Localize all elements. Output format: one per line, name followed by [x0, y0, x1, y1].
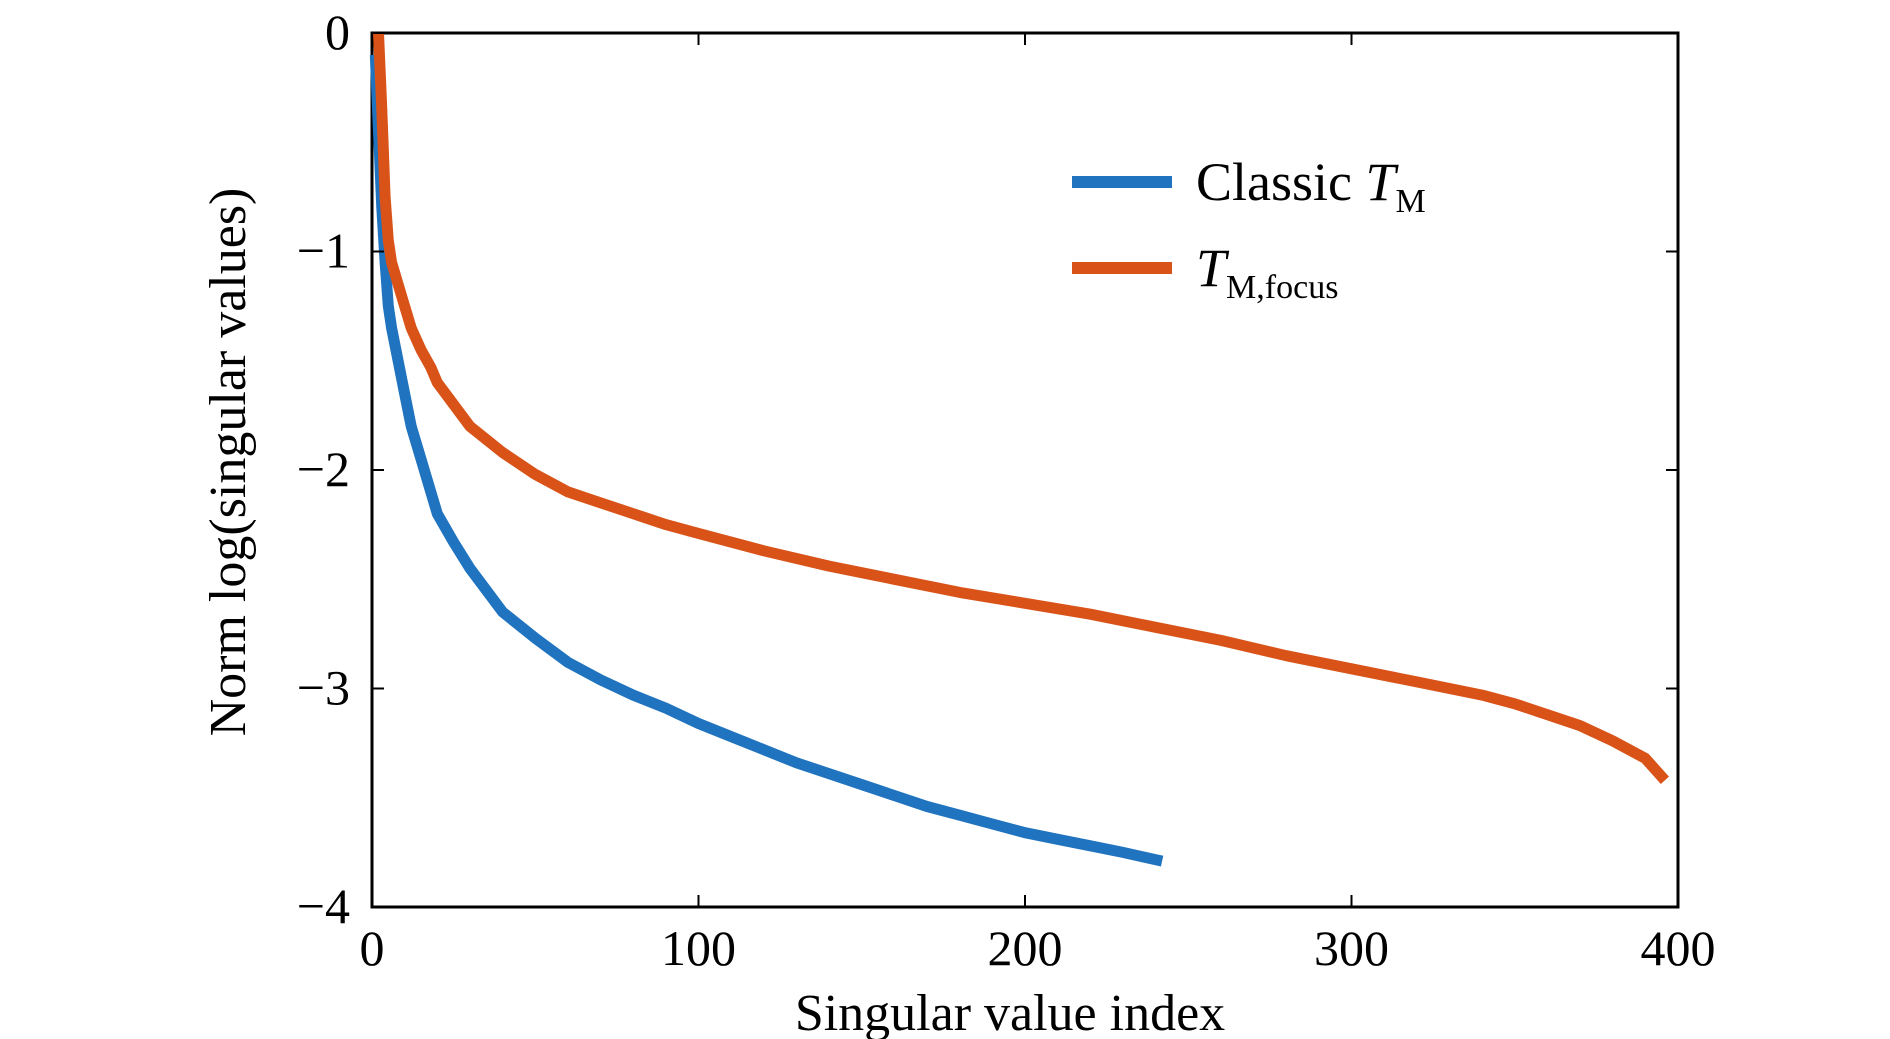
series-line-0 [369, 54, 1164, 867]
legend: Classic TM TM,focus [1072, 152, 1426, 306]
series-line-1 [373, 32, 1669, 784]
plot-area [369, 31, 1680, 909]
legend-label-0: Classic TM [1196, 152, 1426, 220]
plot-frame [370, 31, 1680, 909]
x-tick-label: 400 [1641, 920, 1716, 976]
y-tick-label: −1 [297, 223, 350, 279]
y-tick-label: 0 [325, 4, 350, 60]
y-tick-label: −2 [297, 441, 350, 497]
y-tick-label: −4 [297, 878, 350, 934]
x-tick-label: 200 [988, 920, 1063, 976]
y-axis: 0 −1 −2 −3 −4 [297, 4, 1678, 934]
x-tick-label: 100 [661, 920, 736, 976]
y-axis-label: Norm log(singular values) [200, 188, 257, 737]
series-layer [369, 32, 1669, 867]
x-tick-label: 0 [360, 920, 385, 976]
x-axis: 0 100 200 300 400 [360, 33, 1716, 976]
legend-label-1: TM,focus [1196, 238, 1338, 306]
y-tick-label: −3 [297, 660, 350, 716]
x-axis-label: Singular value index [795, 985, 1225, 1039]
x-tick-label: 300 [1314, 920, 1389, 976]
